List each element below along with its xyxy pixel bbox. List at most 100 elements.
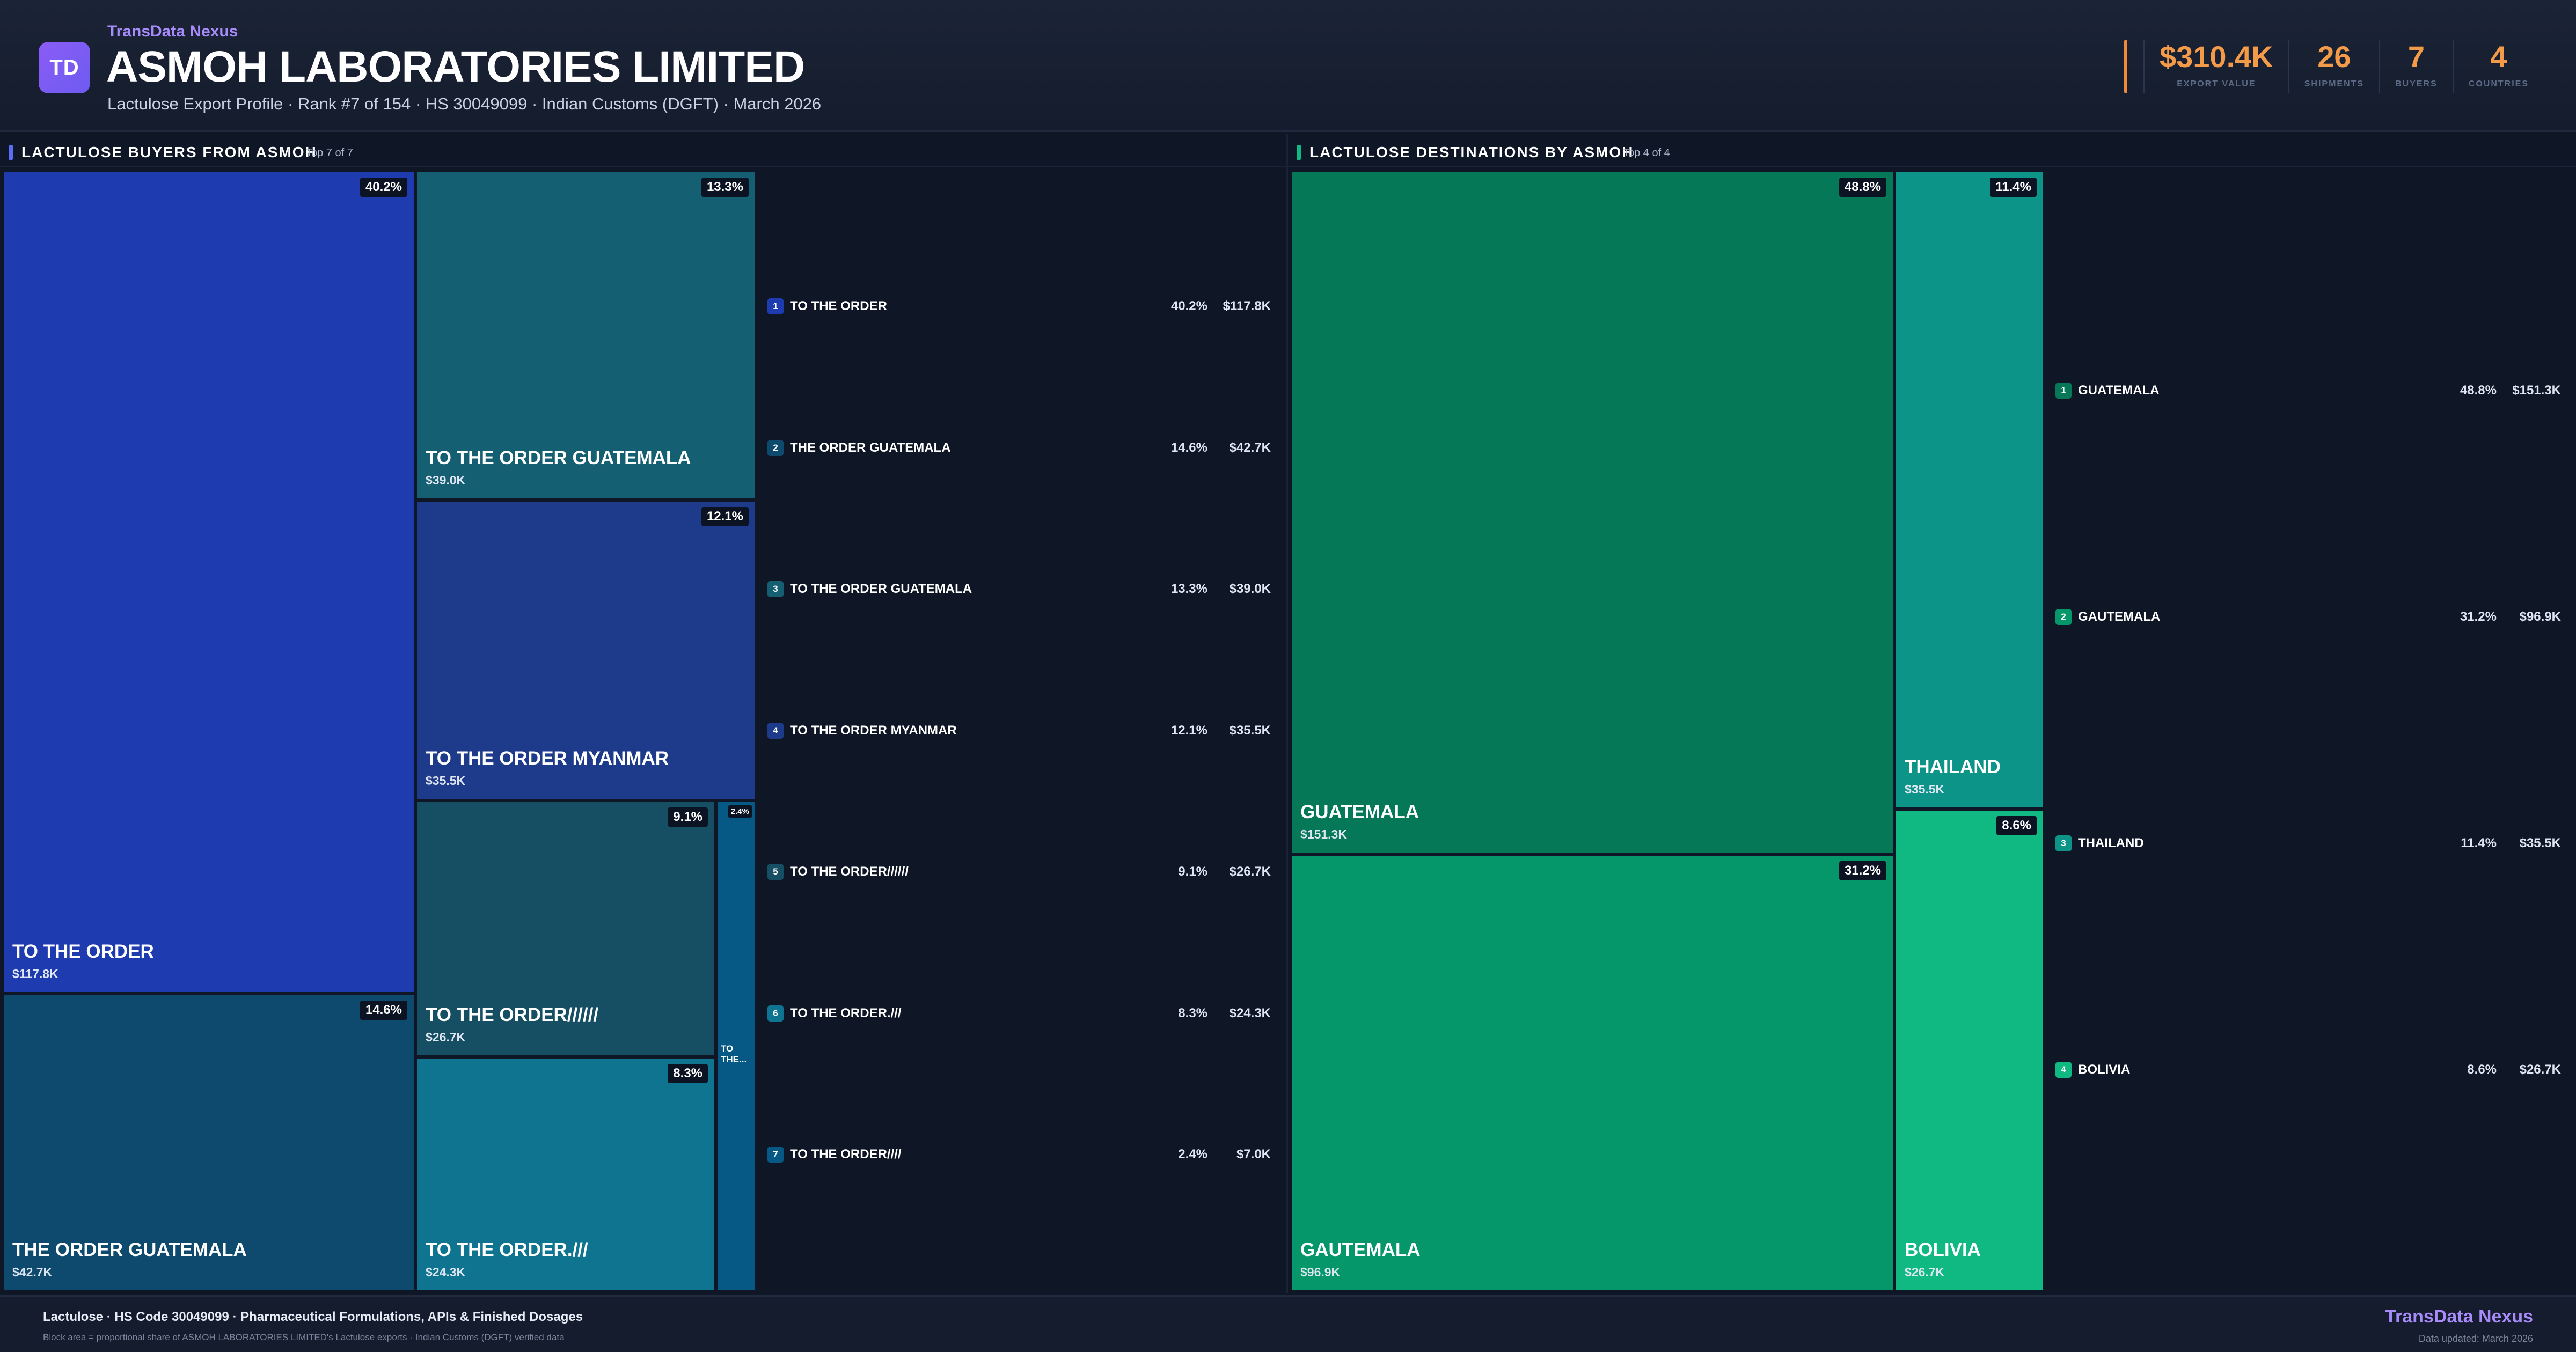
destination-legend-item[interactable]: 2 GAUTEMALA [2055, 606, 2561, 628]
buyer-legend-percent: 13.3% [1170, 582, 1208, 596]
kpi-accent-bar [2124, 40, 2127, 93]
destination-tile-value: $35.5K [1905, 782, 1945, 796]
buyer-tile-name: THE ORDER GUATEMALA [12, 1239, 247, 1260]
buyer-legend-rank: 2 [767, 439, 784, 456]
destination-legend-value: $26.7K [2519, 1062, 2561, 1077]
destination-legend-rank: 3 [2055, 835, 2072, 851]
destination-tile-name: THAILAND [1905, 756, 2001, 777]
buyer-tile-percent: 14.6% [360, 1001, 407, 1020]
buyer-legend-rank: 3 [767, 581, 784, 597]
buyer-legend-percent: 9.1% [1178, 864, 1208, 879]
buyer-legend-value: $24.3K [1229, 1005, 1271, 1020]
page-title: ASMOH LABORATORIES LIMITED [106, 42, 805, 91]
buyer-tile-name: TO THE ORDER./// [426, 1239, 588, 1260]
destination-tile-name: BOLIVIA [1905, 1239, 1981, 1260]
buyer-legend-name: TO THE ORDER [790, 299, 887, 313]
kpi-strip: $310.4K EXPORT VALUE 26 SHIPMENTS 7 BUYE… [2124, 40, 2544, 93]
buyer-tile-name: TO THE ORDER GUATEMALA [426, 447, 691, 468]
buyer-legend-rank: 6 [767, 1005, 784, 1022]
buyer-tile[interactable]: 8.3% TO THE ORDER./// $24.3K [415, 1057, 716, 1292]
destination-legend-item[interactable]: 1 GUATEMALA [2055, 380, 2561, 401]
buyer-tile[interactable]: 2.4% TO THE... [716, 800, 757, 1292]
buyer-tile-percent: 12.1% [701, 507, 749, 526]
buyer-legend-item[interactable]: 6 TO THE ORDER./// [767, 1003, 1271, 1024]
buyer-tile-percent: 8.3% [668, 1064, 708, 1083]
buyer-tile[interactable]: 14.6% THE ORDER GUATEMALA $42.7K [2, 994, 415, 1292]
buyer-legend-percent: 40.2% [1170, 299, 1208, 313]
buyer-legend-rank: 4 [767, 722, 784, 739]
buyer-legend-name: TO THE ORDER GUATEMALA [790, 582, 972, 596]
kpi-label: BUYERS [2395, 79, 2438, 89]
destinations-panel-title: LACTULOSE DESTINATIONS BY ASMOH [1309, 144, 1634, 160]
buyer-tile-percent: 40.2% [360, 178, 407, 197]
destination-tile-value: $151.3K [1300, 827, 1347, 841]
buyer-tile-value: $42.7K [12, 1265, 53, 1279]
buyer-tile-value: $26.7K [426, 1030, 466, 1044]
buyer-tile-percent: 13.3% [701, 178, 749, 197]
buyers-accent-bar [9, 145, 13, 160]
page-subtitle: Lactulose Export Profile · Rank #7 of 15… [107, 94, 822, 113]
buyer-tile[interactable]: 13.3% TO THE ORDER GUATEMALA $39.0K [415, 171, 757, 500]
buyer-legend-item[interactable]: 4 TO THE ORDER MYANMAR [767, 720, 1271, 741]
destination-tile-percent: 31.2% [1839, 861, 1886, 880]
buyer-legend-name: TO THE ORDER MYANMAR [790, 723, 957, 738]
buyer-tile-value: $24.3K [426, 1265, 466, 1279]
destination-legend-percent: 11.4% [2461, 836, 2497, 850]
buyer-legend-item[interactable]: 2 THE ORDER GUATEMALA [767, 437, 1271, 459]
kpi-shipments: 26 SHIPMENTS [2288, 40, 2379, 93]
kpi-value: 26 [2317, 40, 2351, 74]
buyer-legend-item[interactable]: 1 TO THE ORDER [767, 296, 1271, 317]
kpi-value: 7 [2407, 40, 2425, 74]
footer-updated: Data updated: March 2026 [2418, 1333, 2533, 1344]
destination-legend-name: GUATEMALA [2078, 383, 2160, 398]
footer: Lactulose · HS Code 30049099 · Pharmaceu… [0, 1295, 2576, 1352]
app-logo: TD [39, 42, 90, 93]
buyer-legend-percent: 12.1% [1170, 723, 1208, 738]
destination-tile-percent: 11.4% [1990, 178, 2037, 197]
destination-tile[interactable]: 48.8% GUATEMALA $151.3K [1290, 171, 1894, 854]
buyer-tile-name: TO THE ORDER [12, 941, 154, 962]
buyer-legend-name: TO THE ORDER./// [790, 1005, 902, 1020]
destination-legend-value: $35.5K [2519, 836, 2561, 850]
buyer-legend-rank: 5 [767, 864, 784, 880]
buyer-tile-name: TO THE... [721, 1044, 747, 1064]
kpi-label: COUNTRIES [2468, 79, 2529, 89]
kpi-countries: 4 COUNTRIES [2452, 40, 2544, 93]
footer-title: Lactulose · HS Code 30049099 · Pharmaceu… [43, 1310, 583, 1324]
buyer-legend-name: THE ORDER GUATEMALA [790, 440, 951, 455]
destination-legend-percent: 8.6% [2467, 1062, 2497, 1077]
buyer-tile[interactable]: 9.1% TO THE ORDER////// $26.7K [415, 800, 716, 1057]
buyer-legend-item[interactable]: 3 TO THE ORDER GUATEMALA [767, 578, 1271, 600]
destination-tile[interactable]: 31.2% GAUTEMALA $96.9K [1290, 854, 1894, 1292]
buyer-legend-percent: 2.4% [1178, 1147, 1208, 1162]
header: TD TransData Nexus ASMOH LABORATORIES LI… [0, 0, 2576, 132]
destination-tile[interactable]: 11.4% THAILAND $35.5K [1894, 171, 2045, 809]
destination-legend-rank: 2 [2055, 609, 2072, 625]
buyer-tile[interactable]: 40.2% TO THE ORDER $117.8K [2, 171, 415, 994]
destination-legend-percent: 48.8% [2460, 383, 2497, 398]
buyer-tile[interactable]: 12.1% TO THE ORDER MYANMAR $35.5K [415, 500, 757, 800]
kpi-buyers: 7 BUYERS [2379, 40, 2453, 93]
buyer-legend-percent: 14.6% [1170, 440, 1208, 455]
buyer-legend-value: $117.8K [1223, 299, 1271, 313]
footer-note: Block area = proportional share of ASMOH… [43, 1332, 565, 1342]
destination-legend-name: BOLIVIA [2078, 1062, 2131, 1077]
buyer-legend-rank: 7 [767, 1147, 784, 1163]
buyer-legend-rank: 1 [767, 298, 784, 314]
buyer-tile-name: TO THE ORDER MYANMAR [426, 748, 669, 769]
kpi-value: 4 [2490, 40, 2507, 74]
kpi-value: $310.4K [2160, 40, 2273, 74]
buyers-panel-header: LACTULOSE BUYERS FROM ASMOH Top 7 of 7 [0, 137, 1286, 167]
buyer-tile-percent: 2.4% [727, 805, 752, 818]
buyer-legend-item[interactable]: 5 TO THE ORDER////// [767, 861, 1271, 883]
destination-legend-item[interactable]: 4 BOLIVIA [2055, 1059, 2561, 1081]
buyer-tile-value: $117.8K [12, 967, 58, 981]
buyer-legend-name: TO THE ORDER////// [790, 864, 909, 879]
kpi-export-value: $310.4K EXPORT VALUE [2143, 40, 2288, 93]
buyer-legend-item[interactable]: 7 TO THE ORDER//// [767, 1144, 1271, 1165]
kpi-label: SHIPMENTS [2304, 79, 2365, 89]
buyer-legend-value: $26.7K [1229, 864, 1271, 879]
destination-tile[interactable]: 8.6% BOLIVIA $26.7K [1894, 809, 2045, 1292]
destination-tile-name: GAUTEMALA [1300, 1239, 1421, 1260]
destination-legend-item[interactable]: 3 THAILAND [2055, 833, 2561, 854]
